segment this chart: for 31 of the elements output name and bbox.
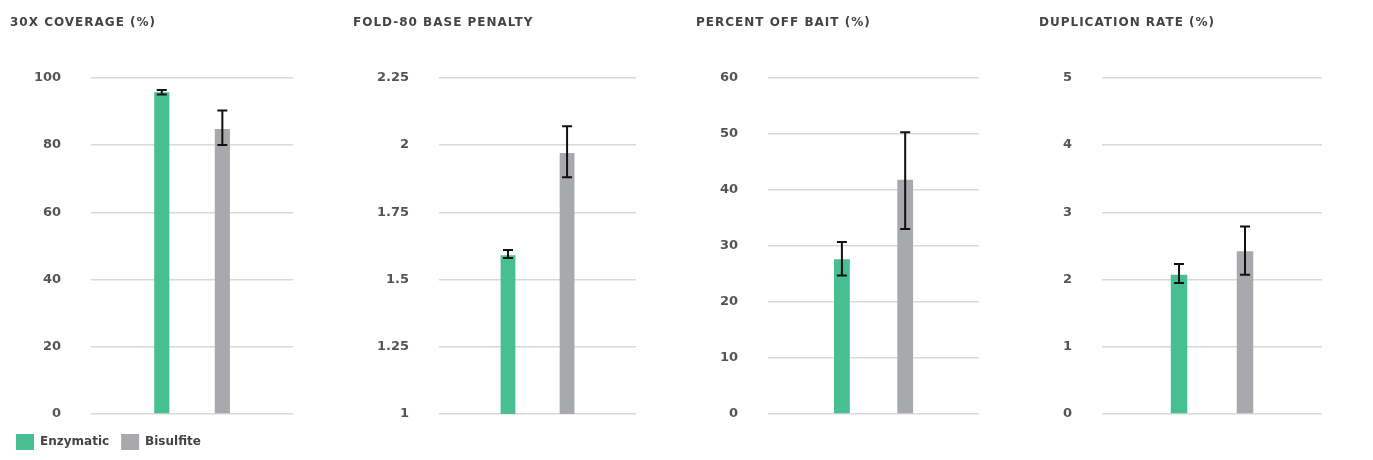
chart-title: FOLD-80 BASE PENALTY [353,15,534,29]
y-tick-label: 60 [43,203,62,219]
y-tick-label: 20 [720,293,739,309]
legend-label: Enzymatic [40,434,110,449]
y-tick-label: 10 [720,349,739,365]
y-tick-label: 5 [1063,69,1073,85]
y-tick-label: 1 [400,405,410,421]
y-tick-label: 2 [1063,270,1073,286]
y-tick-label: 100 [34,69,62,85]
y-tick-label: 1.25 [377,338,410,354]
y-tick-label: 40 [720,181,739,197]
y-tick-label: 60 [720,69,739,85]
y-tick-label: 0 [1063,405,1073,421]
chart-title: DUPLICATION RATE (%) [1039,15,1215,29]
y-tick-label: 50 [720,125,739,141]
y-tick-label: 20 [43,338,62,354]
y-tick-label: 30 [720,237,739,253]
y-tick-label: 0 [52,405,62,421]
y-tick-label: 4 [1063,136,1073,152]
y-tick-label: 3 [1063,203,1073,219]
y-tick-label: 80 [43,136,62,152]
y-tick-label: 0 [729,405,739,421]
y-tick-label: 1.5 [386,270,410,286]
y-tick-label: 2.25 [377,69,410,85]
chart-title: PERCENT OFF BAIT (%) [696,15,871,29]
legend-label: Bisulfite [145,434,201,449]
chart-title: 30X COVERAGE (%) [10,15,157,29]
y-tick-label: 1.75 [377,203,410,219]
y-tick-label: 1 [1063,338,1073,354]
y-tick-label: 2 [400,136,410,152]
y-tick-label: 40 [43,270,62,286]
